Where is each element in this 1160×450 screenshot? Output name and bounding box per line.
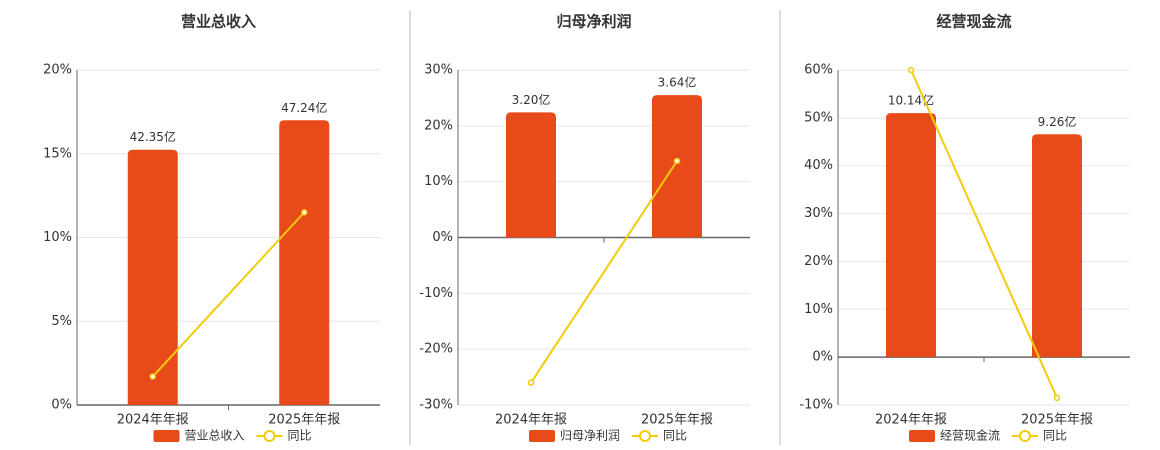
line [530, 160, 678, 384]
legend-label: 同比 [663, 429, 687, 443]
x-tick-label: 2024年年报 [117, 413, 189, 428]
y-tick-label: 20% [43, 63, 72, 78]
y-tick-label: 10% [43, 230, 72, 245]
legend-swatch [639, 430, 651, 442]
legend-swatch [909, 430, 935, 442]
line [910, 69, 1058, 399]
value-label: 9.26亿 [1038, 114, 1077, 129]
line-point [673, 157, 681, 165]
chart-title: 归母净利润 [556, 13, 631, 31]
y-tick-label: 0% [432, 230, 453, 245]
chart-title: 营业总收入 [181, 13, 256, 31]
y-tick-label: 40% [804, 158, 833, 173]
bar [506, 112, 556, 238]
y-tick-label: 0% [812, 350, 833, 365]
value-label: 42.35亿 [130, 129, 176, 144]
line-point [527, 379, 535, 386]
legend-label: 同比 [288, 429, 312, 443]
legend-label: 经营现金流 [940, 428, 1000, 443]
legend-label: 同比 [1043, 429, 1067, 443]
y-tick-label: -30% [419, 398, 453, 413]
y-tick-label: 0% [51, 398, 72, 413]
legend-label: 归母净利润 [560, 429, 620, 443]
line-point [907, 66, 915, 74]
legend-swatch [153, 430, 180, 442]
legend-label: 营业总收入 [185, 429, 245, 443]
y-tick-label: 5% [51, 314, 72, 329]
bar [652, 95, 702, 238]
y-tick-label: 15% [43, 146, 72, 161]
line [152, 211, 305, 378]
x-tick-label: 2025年年报 [268, 413, 340, 428]
x-tick-label: 2025年年报 [641, 413, 713, 428]
bar [127, 149, 178, 405]
y-tick-label: -10% [419, 286, 453, 301]
y-tick-label: 20% [804, 254, 833, 269]
y-tick-label: 60% [804, 63, 833, 78]
chart-title: 经营现金流 [936, 13, 1011, 31]
value-label: 47.24亿 [281, 100, 327, 115]
legend-swatch [263, 430, 276, 442]
y-tick-label: -10% [799, 398, 833, 413]
y-tick-label: 10% [804, 302, 833, 317]
bar [886, 113, 936, 358]
line-point [301, 209, 308, 216]
x-tick-label: 2024年年报 [875, 413, 947, 428]
x-tick-label: 2024年年报 [495, 413, 567, 428]
value-label: 3.20亿 [512, 92, 551, 107]
y-tick-label: 50% [804, 110, 833, 125]
legend-swatch [1019, 430, 1031, 442]
bar [279, 120, 330, 405]
y-tick-label: 10% [424, 174, 453, 189]
y-tick-label: 20% [424, 118, 453, 133]
y-tick-label: 30% [424, 63, 453, 78]
legend-swatch [529, 430, 555, 442]
x-tick-label: 2025年年报 [1021, 413, 1093, 428]
y-tick-label: 30% [804, 206, 833, 221]
y-tick-label: -20% [419, 342, 453, 357]
line-point [1053, 394, 1061, 402]
bar [1032, 134, 1082, 358]
line-point [149, 373, 156, 380]
value-label: 3.64亿 [658, 75, 697, 90]
